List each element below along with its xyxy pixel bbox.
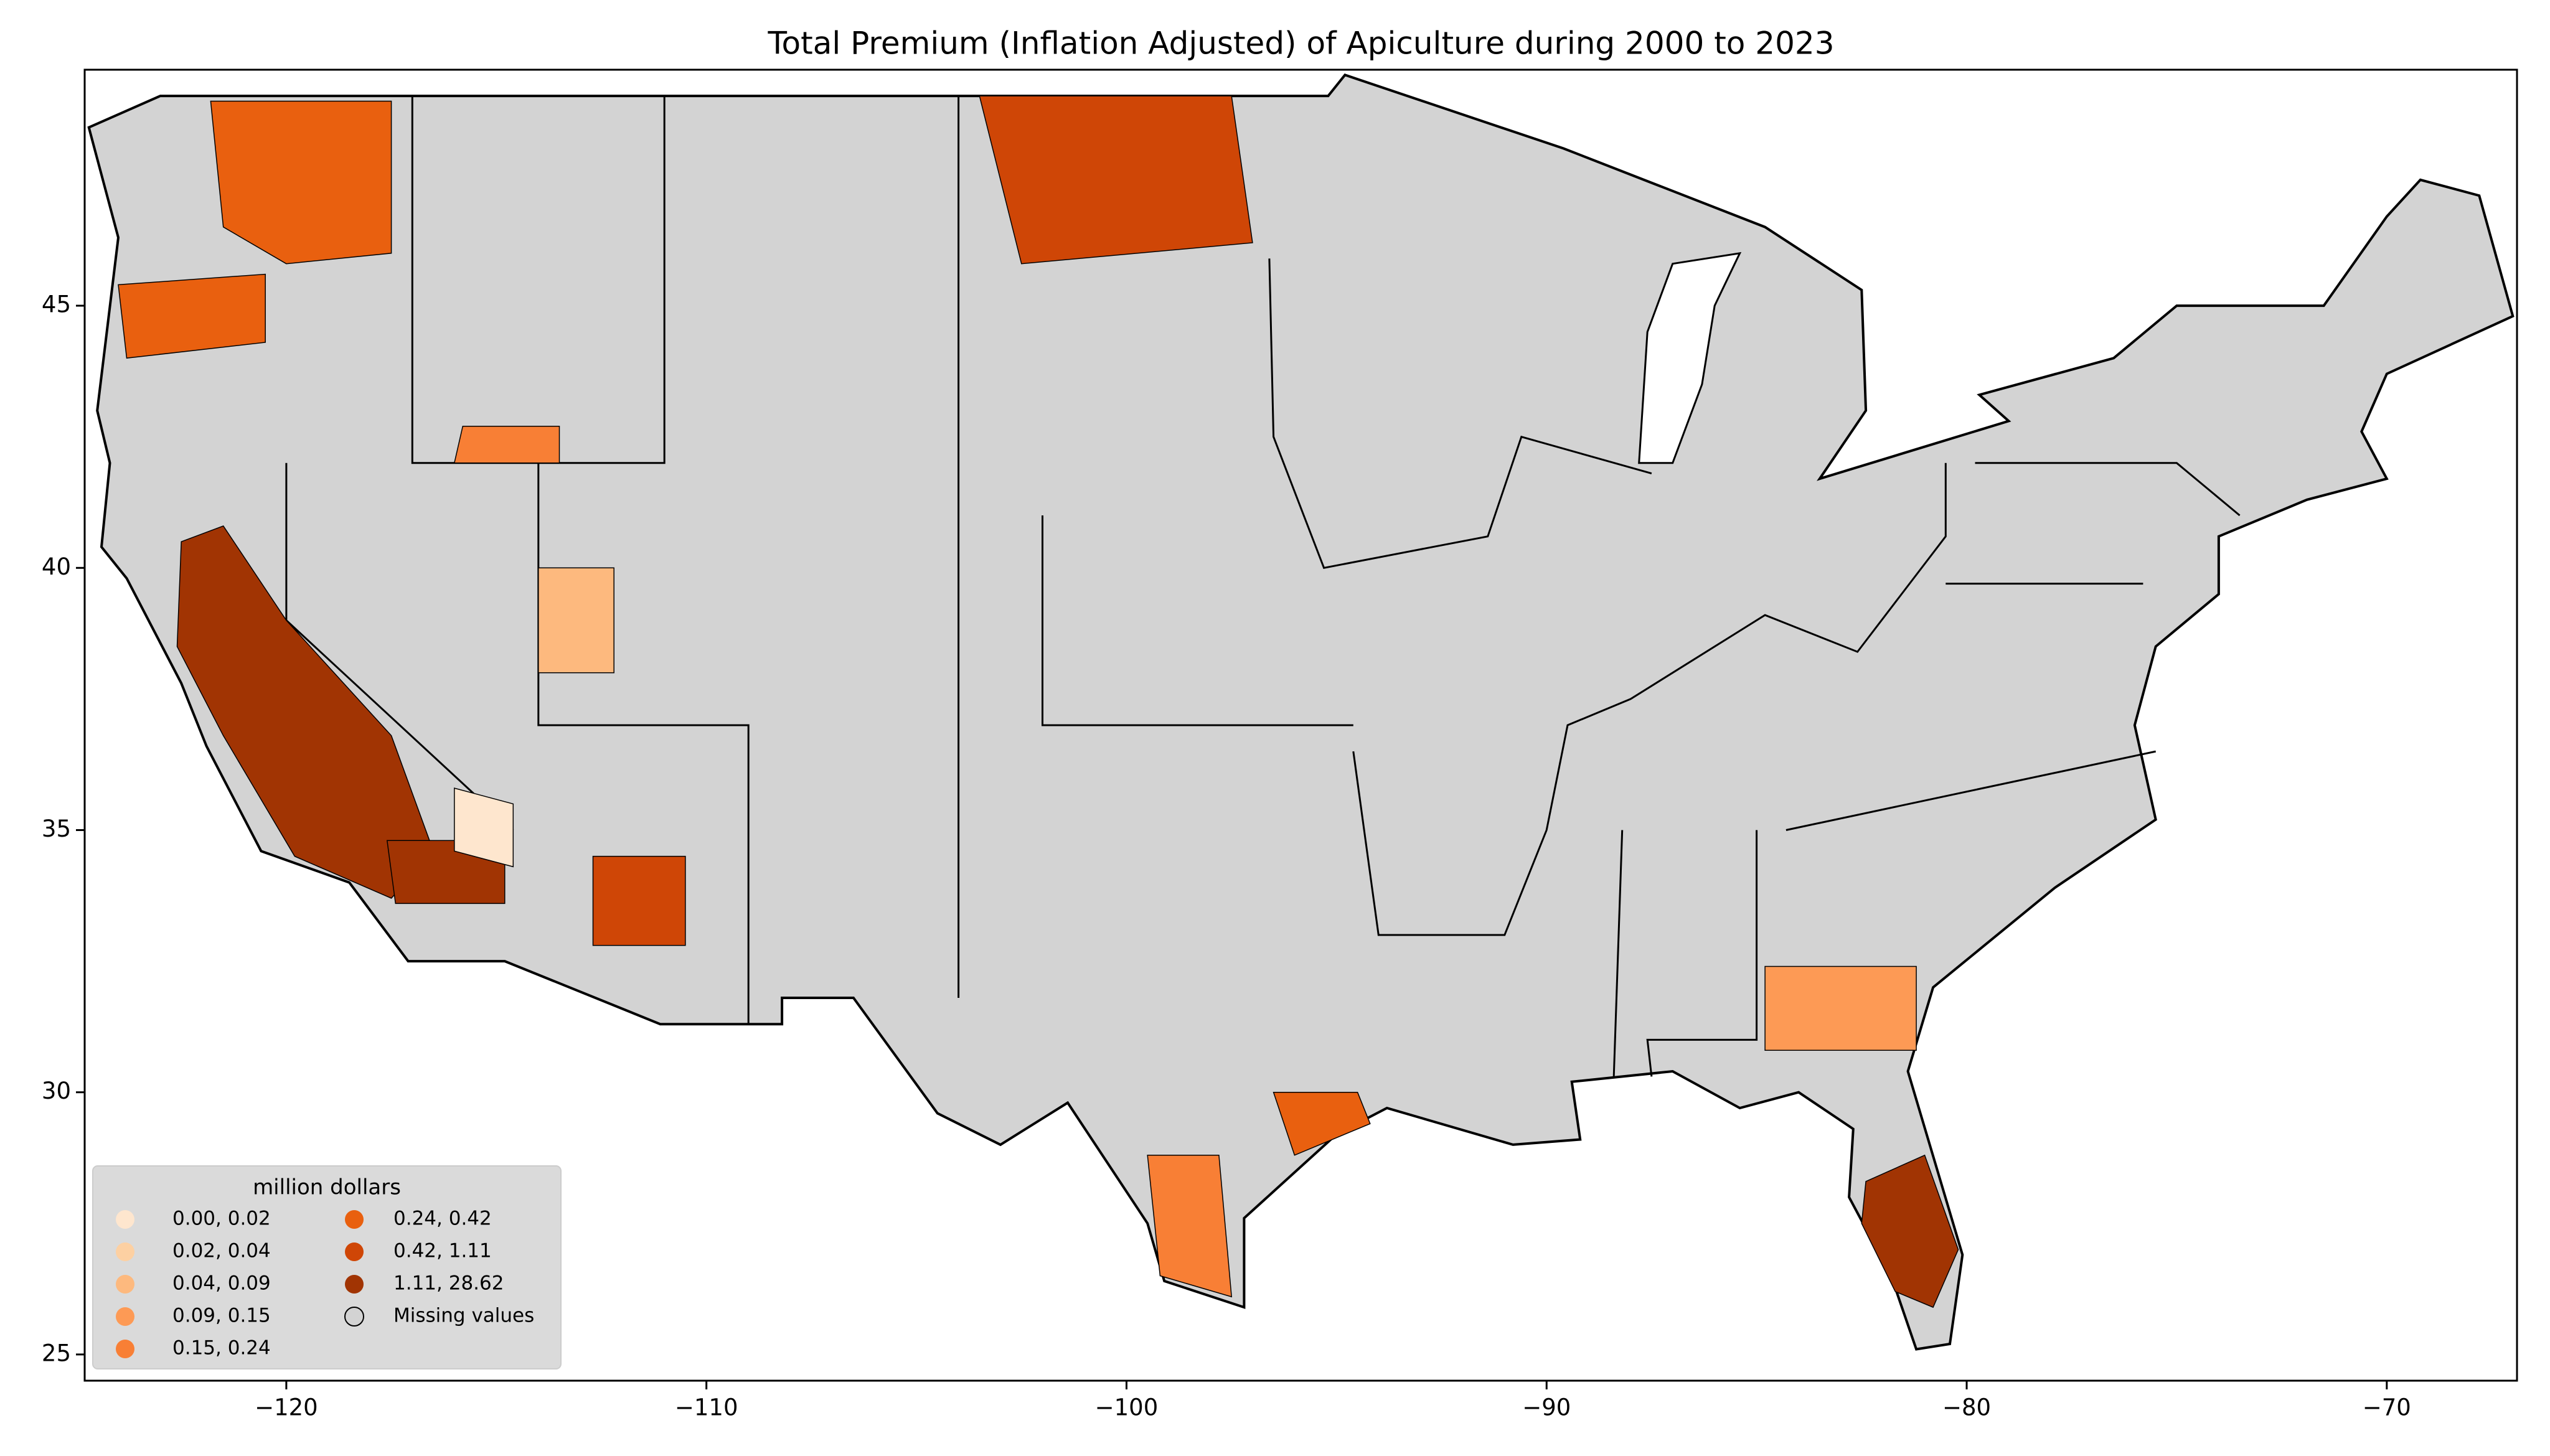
- x-tick-label: −110: [675, 1394, 738, 1421]
- state-border: [1646, 830, 1758, 1077]
- legend-label: 0.04, 0.09: [172, 1272, 271, 1295]
- county-region: [453, 426, 560, 464]
- state-border: [1268, 258, 1652, 570]
- county-region: [1764, 965, 1917, 1051]
- legend-marker: [345, 1210, 364, 1229]
- county-region: [210, 100, 392, 265]
- legend-label: 1.11, 28.62: [393, 1272, 504, 1295]
- state-border: [1785, 750, 2157, 831]
- legend-title: million dollars: [253, 1175, 401, 1200]
- y-tick-label: 35: [42, 815, 71, 842]
- county-region: [979, 95, 1253, 265]
- axes-frame: [83, 68, 2518, 1382]
- legend-marker: [116, 1307, 134, 1326]
- x-tick-label: −90: [1522, 1394, 1571, 1421]
- x-tick-label: −100: [1095, 1394, 1159, 1421]
- legend-label: 0.02, 0.04: [172, 1240, 271, 1262]
- legend-marker: [116, 1340, 134, 1358]
- county-region: [538, 567, 614, 674]
- state-border: [1042, 515, 1353, 726]
- legend-label: Missing values: [393, 1305, 534, 1327]
- legend-label: 0.09, 0.15: [172, 1305, 271, 1327]
- x-tick-label: −70: [2363, 1394, 2411, 1421]
- legend-marker: [116, 1242, 134, 1261]
- county-region: [592, 855, 686, 946]
- legend-marker: [345, 1275, 364, 1294]
- chart-title: Total Premium (Inflation Adjusted) of Ap…: [767, 26, 1834, 62]
- y-tick-label: 45: [42, 291, 71, 318]
- county-region: [1273, 1091, 1371, 1156]
- legend-marker: [116, 1275, 134, 1294]
- legend-label: 0.42, 1.11: [393, 1240, 492, 1262]
- x-tick-label: −120: [255, 1394, 318, 1421]
- y-tick-label: 40: [42, 553, 71, 580]
- legend-marker: [116, 1210, 134, 1229]
- y-tick-label: 25: [42, 1340, 71, 1366]
- state-border: [1612, 830, 1624, 1077]
- state-border: [1975, 462, 2241, 517]
- x-tick-label: −80: [1942, 1394, 1991, 1421]
- y-tick-label: 30: [42, 1078, 71, 1104]
- county-region: [454, 787, 514, 868]
- county-region: [1147, 1155, 1233, 1298]
- legend-label: 0.15, 0.24: [172, 1337, 271, 1360]
- county-region: [1861, 1154, 1959, 1308]
- state-border: [1352, 463, 1947, 936]
- us-outline: [87, 73, 2515, 1351]
- legend-label: 0.24, 0.42: [393, 1208, 492, 1230]
- lake-michigan: [1638, 251, 1742, 464]
- plot-area: [87, 73, 2515, 1351]
- legend-marker: [345, 1242, 364, 1261]
- legend: million dollars 0.00, 0.02 0.02, 0.04 0.04…: [92, 1165, 562, 1369]
- legend-label: 0.00, 0.02: [172, 1208, 271, 1230]
- legend-box: [92, 1165, 562, 1369]
- county-region: [118, 273, 266, 359]
- legend-marker: [344, 1307, 364, 1327]
